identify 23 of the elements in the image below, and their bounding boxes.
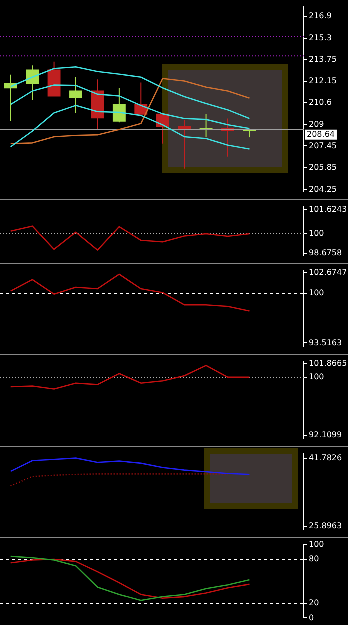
y-tick-label: 98.6758 [309, 248, 342, 258]
y-tick-label: 100 [309, 372, 324, 382]
y-tick-label: 41.7826 [309, 453, 342, 462]
y-tick-label: 212.15 [309, 76, 337, 86]
y-tick-label: 100 [309, 288, 324, 298]
y-tick-label: 207.45 [309, 141, 337, 150]
y-tick-label: 100 [309, 229, 324, 238]
y-tick-label: 80 [309, 554, 320, 564]
y-tick-label: 204.25 [309, 185, 337, 194]
y-tick-label: 215.3 [309, 33, 332, 42]
y-tick-label: 20 [309, 598, 320, 608]
ref-line-label: 208.64 [307, 130, 335, 139]
y-tick-label: 210.6 [309, 98, 332, 108]
y-tick-label: 205.85 [309, 163, 337, 172]
y-tick-label: 209 [309, 120, 324, 129]
y-tick-label: 0 [309, 613, 314, 622]
y-tick-label: 92.1099 [309, 430, 342, 440]
y-tick-label: 213.75 [309, 54, 337, 64]
y-tick-label: 100 [309, 540, 324, 549]
y-tick-label: 25.8963 [309, 522, 342, 531]
line-series [10, 474, 229, 487]
y-tick-label: 216.9 [309, 11, 332, 20]
y-tick-label: 93.5163 [309, 338, 342, 348]
